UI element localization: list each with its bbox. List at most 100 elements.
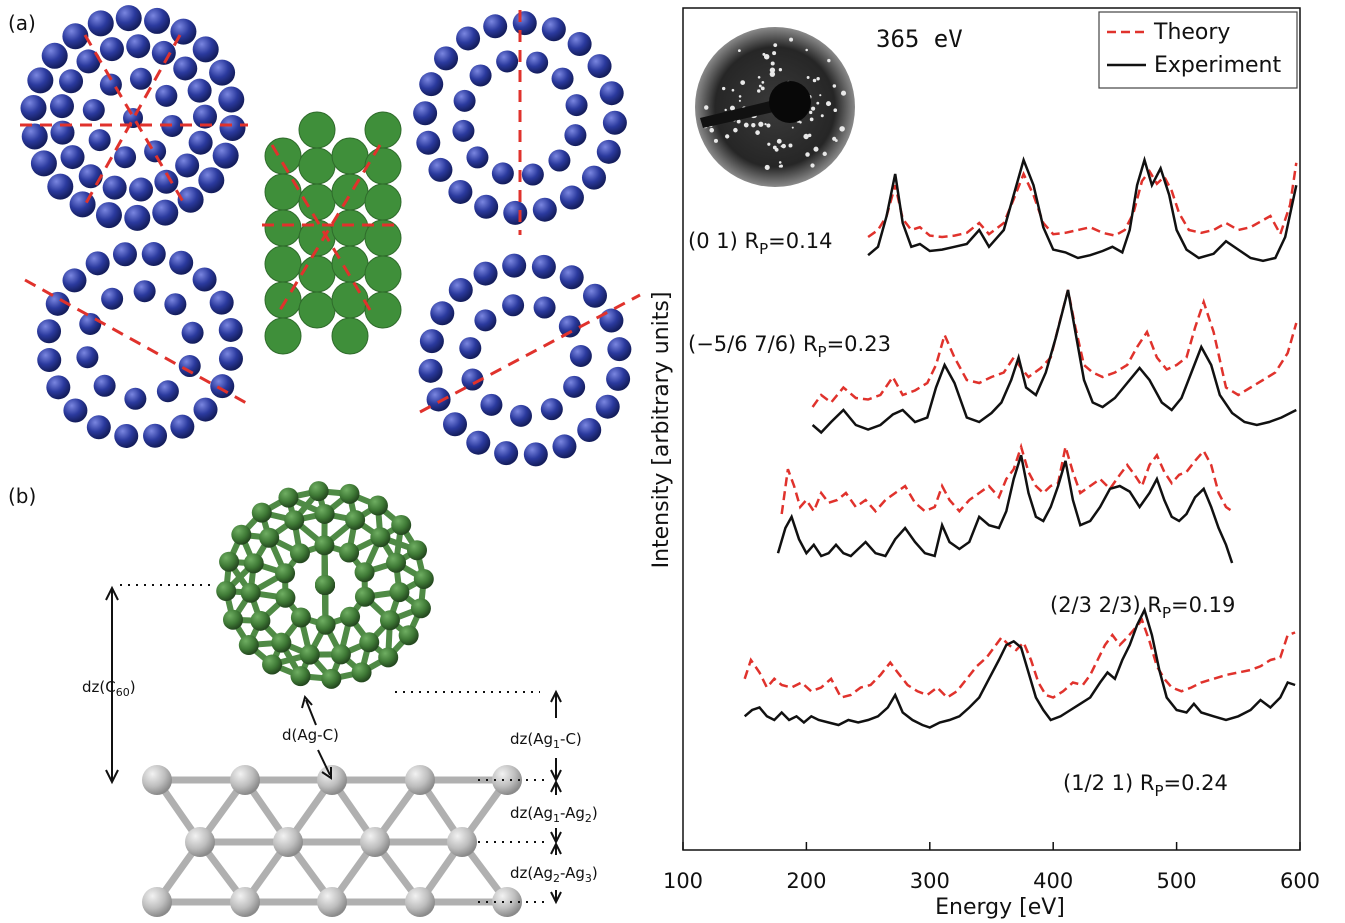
leed-spot — [751, 122, 756, 128]
leed-spot — [803, 133, 809, 140]
y-axis-title: Intensity [arbitrary units] — [649, 292, 674, 569]
beam-label: (2/3 2/3) RP=0.19 — [1050, 593, 1235, 622]
experiment-curve — [867, 155, 1298, 263]
blue-atom — [143, 423, 168, 448]
blue-atom — [133, 280, 156, 303]
blue-atom — [62, 23, 89, 50]
blue-atom — [129, 67, 152, 90]
blue-atom — [86, 415, 111, 440]
blue-atom — [62, 268, 87, 293]
leed-spot — [806, 76, 810, 79]
leed-spot — [813, 146, 819, 152]
blue-atom — [533, 296, 556, 319]
c60-atom — [354, 562, 375, 583]
x-tick-label: 500 — [1157, 869, 1197, 893]
substrate-atom — [331, 137, 369, 175]
panel-b: (b) dz(C — [8, 481, 598, 917]
theory-curve — [780, 442, 1233, 515]
leed-spot — [738, 99, 741, 102]
blue-atom — [563, 375, 586, 398]
blue-atom — [523, 442, 548, 467]
blue-atom — [428, 157, 453, 182]
blue-atom — [161, 114, 184, 137]
leed-spot — [811, 106, 816, 111]
x-axis-title: Energy [eV] — [935, 895, 1065, 920]
blue-atom — [93, 374, 116, 397]
blue-atom — [526, 51, 549, 74]
leed-spot — [805, 48, 808, 52]
label-dz-ag1-ag2: dz(Ag1-Ag2) — [510, 804, 598, 825]
blue-atom — [114, 146, 137, 169]
ag-atom — [142, 765, 172, 795]
blue-atom — [63, 398, 88, 423]
blue-atom — [188, 130, 213, 155]
c60-atom — [290, 607, 311, 628]
c60-atom — [315, 575, 335, 595]
blue-atom — [512, 11, 537, 36]
blue-atom — [565, 94, 588, 117]
leed-spot — [779, 164, 783, 168]
leed-spot — [758, 84, 762, 88]
leed-inset — [695, 27, 855, 187]
panel-c: 100 200 300 400 500 600 (0 1) RP=0.14 (−5/6 7/… — [649, 7, 1320, 920]
blue-atom — [141, 242, 166, 267]
blue-atom — [175, 153, 200, 178]
substrate-atom — [264, 173, 302, 211]
blue-atom — [595, 394, 620, 419]
ag-atom — [317, 887, 347, 917]
label-dz-c60: dz(C60) — [82, 678, 136, 699]
panel-b-label: (b) — [8, 484, 36, 508]
electron-gun-shadow — [700, 101, 778, 128]
blue-atom — [532, 197, 557, 222]
leed-spot — [721, 86, 726, 91]
label-d-ag-c: d(Ag-C) — [282, 726, 339, 744]
c60-atom — [378, 647, 399, 668]
blue-atom — [170, 18, 197, 45]
blue-atom — [59, 69, 84, 94]
molecule-top-left — [20, 5, 246, 231]
ag-atom — [185, 827, 215, 857]
substrate-atom — [331, 173, 369, 211]
ag-atom — [405, 887, 435, 917]
leed-spot — [791, 126, 794, 129]
x-ticks: 100 200 300 400 500 600 — [663, 842, 1320, 893]
blue-atom — [599, 81, 624, 106]
substrate-atom — [364, 111, 402, 149]
blue-atom — [218, 346, 243, 371]
c60-atom — [389, 582, 410, 603]
c60-atom — [314, 503, 335, 524]
blue-atom — [509, 404, 532, 427]
blue-atom — [76, 346, 99, 369]
c60-atom — [216, 581, 237, 602]
blue-atom — [218, 86, 245, 113]
blue-atom — [466, 430, 491, 455]
substrate-atom — [364, 291, 402, 329]
leed-spot — [834, 139, 838, 142]
leed-spot — [816, 77, 820, 81]
blue-atom — [79, 312, 102, 335]
leed-spot — [738, 95, 742, 98]
blue-atom — [558, 315, 581, 338]
blue-atom — [156, 380, 179, 403]
c60-atom — [386, 552, 407, 573]
leed-spot — [810, 163, 815, 168]
blue-atom — [192, 36, 219, 63]
blue-atom — [47, 173, 74, 200]
leed-spot — [812, 78, 817, 83]
c60-atom — [299, 644, 320, 665]
blue-atom — [95, 202, 122, 229]
c60-atom — [250, 610, 271, 631]
iv-curves — [743, 155, 1298, 729]
c60-atom — [314, 535, 335, 556]
mirror-line — [24, 278, 251, 407]
blue-atom — [581, 165, 606, 190]
c60-atom — [219, 551, 240, 572]
c60-atom — [339, 542, 360, 563]
mirror-line — [83, 34, 182, 206]
blue-atom — [27, 67, 54, 94]
legend-theory-label: Theory — [1153, 20, 1230, 45]
mirror-line — [83, 34, 187, 206]
blue-atom — [177, 186, 204, 213]
blue-atom — [124, 204, 151, 231]
leed-spot — [758, 121, 764, 127]
